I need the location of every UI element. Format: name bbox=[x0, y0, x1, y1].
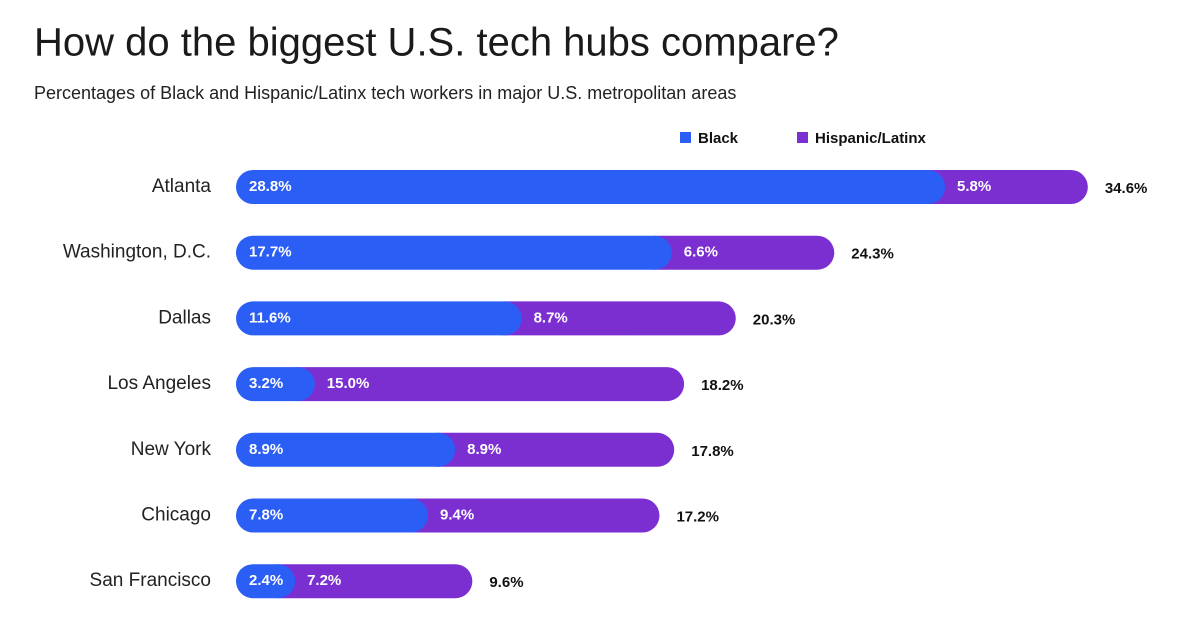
bar-segment bbox=[261, 564, 473, 599]
bar-segment bbox=[421, 432, 675, 467]
chart-subtitle: Percentages of Black and Hispanic/Latinx… bbox=[34, 83, 736, 103]
total-label: 34.6% bbox=[1105, 180, 1148, 197]
category-label: Chicago bbox=[141, 505, 211, 526]
segment-label: 8.9% bbox=[249, 441, 283, 458]
segment-label: 5.8% bbox=[957, 178, 991, 195]
bar-segment bbox=[637, 235, 835, 270]
segment-label: 7.2% bbox=[307, 572, 341, 589]
bar-segment bbox=[280, 367, 685, 402]
bar-segment bbox=[236, 498, 429, 533]
segment-label: 17.7% bbox=[249, 244, 292, 261]
bar-segment bbox=[487, 301, 736, 336]
bar-segment bbox=[394, 498, 660, 533]
legend-swatch bbox=[797, 132, 808, 143]
chart-title: How do the biggest U.S. tech hubs compar… bbox=[34, 21, 839, 65]
category-label: Los Angeles bbox=[107, 373, 211, 394]
segment-label: 9.4% bbox=[440, 506, 474, 523]
total-label: 20.3% bbox=[753, 311, 796, 328]
category-label: Dallas bbox=[158, 307, 211, 328]
segment-label: 2.4% bbox=[249, 572, 283, 589]
bar-segment bbox=[236, 301, 522, 336]
bar-segment bbox=[236, 564, 296, 599]
bar-segment bbox=[236, 367, 315, 402]
category-label: Atlanta bbox=[152, 176, 212, 197]
total-label: 17.8% bbox=[691, 443, 734, 460]
bar-segment bbox=[911, 170, 1088, 204]
total-label: 24.3% bbox=[851, 246, 894, 263]
segment-label: 3.2% bbox=[249, 375, 283, 392]
legend-label: Black bbox=[698, 130, 739, 147]
segment-label: 28.8% bbox=[249, 178, 292, 195]
legend-label: Hispanic/Latinx bbox=[815, 130, 927, 147]
bar-segment bbox=[236, 170, 946, 204]
segment-label: 8.7% bbox=[534, 309, 568, 326]
category-label: San Francisco bbox=[90, 570, 211, 591]
segment-label: 8.9% bbox=[467, 441, 501, 458]
total-label: 18.2% bbox=[701, 377, 744, 394]
segment-label: 7.8% bbox=[249, 506, 283, 523]
segment-label: 11.6% bbox=[249, 309, 291, 326]
bar-segment bbox=[236, 432, 456, 467]
bar-segment bbox=[236, 235, 672, 270]
legend-swatch bbox=[680, 132, 691, 143]
total-label: 17.2% bbox=[676, 508, 719, 525]
category-label: Washington, D.C. bbox=[63, 242, 211, 263]
total-label: 9.6% bbox=[489, 574, 523, 591]
category-label: New York bbox=[131, 439, 212, 460]
segment-label: 6.6% bbox=[684, 244, 718, 261]
segment-label: 15.0% bbox=[327, 375, 370, 392]
